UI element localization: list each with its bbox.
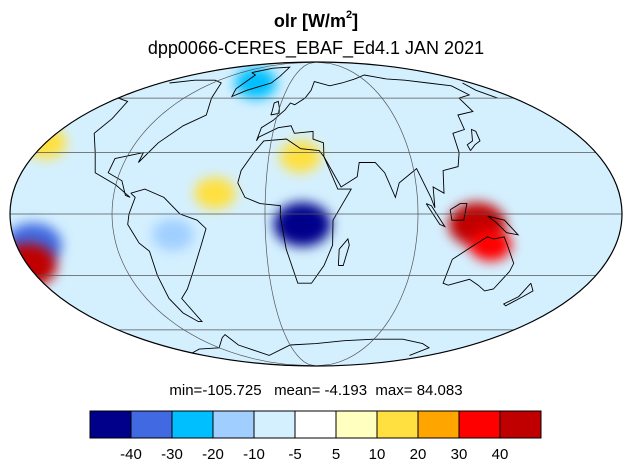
coastline-north-america <box>93 79 498 198</box>
plot-title-variable: olr <box>273 11 297 31</box>
coastline-indonesia-sumatra <box>425 203 446 228</box>
colorbar-tick-label: 10 <box>369 446 386 463</box>
coastline-new-zealand <box>502 282 534 307</box>
coastline-australia <box>442 236 515 292</box>
plot-subtitle: dpp0066-CERES_EBAF_Ed4.1 JAN 2021 <box>147 38 485 58</box>
colorbar-box <box>335 410 378 439</box>
graticule <box>10 62 622 366</box>
colorbar-box <box>458 410 501 439</box>
stat-mean-value: -4.193 <box>324 382 368 399</box>
colorbar-tick-label: -20 <box>202 446 224 463</box>
colorbar-box <box>294 410 337 439</box>
colorbar-box <box>212 410 255 439</box>
stat-min-value: -105.725 <box>202 382 262 399</box>
anomaly-blob-amazon <box>152 218 194 251</box>
colorbar-tick-label: 20 <box>410 446 427 463</box>
stat-max-value: 84.083 <box>416 382 463 399</box>
coastline-new-guinea <box>487 215 520 236</box>
colorbar-box <box>499 410 542 439</box>
stat-max-label: max= <box>375 382 413 399</box>
meridian-line <box>264 62 317 366</box>
plot-title-units: [W/m2] <box>301 9 359 31</box>
coastline-madagascar <box>337 237 350 266</box>
plot-title: olr [W/m2] <box>0 6 632 32</box>
coastline-japan <box>466 128 481 151</box>
statistics-line: min=-105.725 mean= -4.193 max= 84.083 <box>0 382 632 400</box>
coastline-uk <box>270 100 280 116</box>
meridian-line <box>111 62 317 366</box>
stat-min-label: min= <box>169 382 203 399</box>
anomaly-blob-north-africa <box>279 140 322 173</box>
coastline-borneo <box>449 203 468 221</box>
colorbar-tick-label: 40 <box>492 446 509 463</box>
anomaly-blob-atlantic-itcz <box>194 177 236 210</box>
colorbar-tick-label: -5 <box>288 446 301 463</box>
colorbar-box <box>89 410 132 439</box>
colorbar-tick-label: -10 <box>243 446 265 463</box>
colorbar-labels: -40 -30 -20 -10 -5 5 10 20 30 40 <box>120 446 508 463</box>
coastline-greenland <box>230 66 291 98</box>
meridian-line <box>315 62 419 366</box>
colorbar-tick-label: -40 <box>120 446 142 463</box>
colorbar-box <box>253 410 296 439</box>
colorbar-box <box>171 410 214 439</box>
stat-mean-label: mean= <box>274 382 321 399</box>
coastline-south-america <box>127 188 207 323</box>
colorbar-box <box>417 410 460 439</box>
colorbar-box <box>376 410 419 439</box>
anomaly-blob-equatorial-africa <box>273 202 331 247</box>
colorbar-boxes <box>89 410 542 439</box>
colorbar-box <box>130 410 173 439</box>
globe-outline <box>9 61 623 367</box>
colorbar-tick-label: 30 <box>451 446 468 463</box>
colorbar-tick-label: 5 <box>332 446 340 463</box>
colorbar-tick-label: -30 <box>161 446 183 463</box>
